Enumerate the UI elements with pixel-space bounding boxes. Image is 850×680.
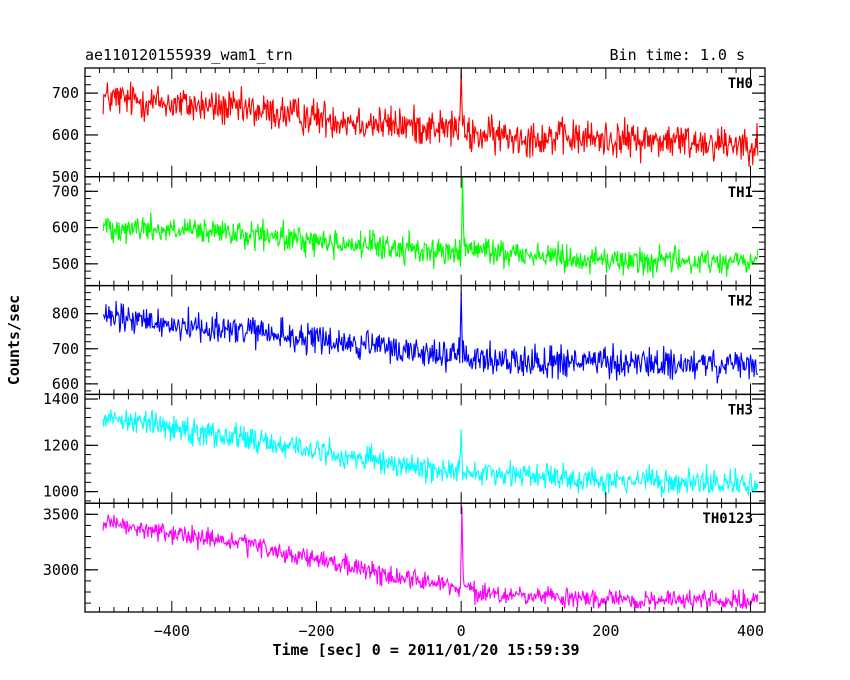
y-axis-label: Counts/sec: [5, 295, 23, 385]
panel-label-th3: TH3: [728, 402, 753, 418]
y-tick-label-th2-600: 600: [52, 375, 79, 393]
y-tick-label-th0123-3000: 3000: [43, 561, 79, 579]
x-tick-label-200: 200: [592, 622, 619, 640]
y-tick-label-th1-700: 700: [52, 182, 79, 200]
y-tick-label-th1-600: 600: [52, 219, 79, 237]
x-tick-label--400: −400: [154, 622, 190, 640]
series-th3: [102, 409, 759, 498]
panel-th0123: 3000 3500 TH0123: [43, 502, 766, 613]
series-th0: [102, 68, 759, 167]
panel-th0: 500 600 700 TH0: [52, 67, 766, 186]
y-tick-label-th3-1200: 1200: [43, 436, 79, 454]
panel-label-th0: TH0: [728, 76, 753, 92]
panel-frame-th0123: [84, 502, 766, 613]
y-tick-label-th3-1400: 1400: [43, 390, 79, 408]
chart-title: ae110120155939_wam1_trn: [85, 46, 293, 64]
panel-label-th1: TH1: [728, 185, 753, 201]
panel-frame-th2: [84, 284, 766, 396]
panel-th1: 500 600 700 TH1: [52, 176, 766, 287]
panel-frame-th0: [84, 67, 766, 178]
y-tick-label-th1-500: 500: [52, 255, 79, 273]
panel-th3: 1000 1200 1400 TH3: [43, 390, 766, 504]
x-tick-label--200: −200: [298, 622, 334, 640]
y-tick-label-th0-700: 700: [52, 84, 79, 102]
panel-frame-th3: [84, 393, 766, 504]
y-tick-label-th0-600: 600: [52, 126, 79, 144]
x-tick-label-0: 0: [457, 622, 466, 640]
chart-subtitle: Bin time: 1.0 s: [610, 46, 745, 64]
x-tick-label-400: 400: [737, 622, 764, 640]
y-tick-label-th3-1000: 1000: [43, 483, 79, 501]
x-axis-label: Time [sec] 0 = 2011/01/20 15:59:39: [272, 641, 579, 659]
panel-label-th0123: TH0123: [702, 511, 753, 527]
panel-label-th2: TH2: [728, 294, 753, 310]
y-tick-label-th2-700: 700: [52, 340, 79, 358]
series-th0123: [102, 506, 759, 610]
panels-group: 500 600 700 TH0 500 600 700 TH1 600 700 800 TH2 1000…: [43, 67, 766, 640]
series-th1: [102, 176, 759, 279]
y-tick-label-th0123-3500: 3500: [43, 505, 79, 523]
panel-th2: 600 700 800 TH2: [52, 284, 766, 396]
y-tick-label-th0-500: 500: [52, 168, 79, 186]
series-th2: [102, 292, 759, 384]
y-tick-label-th2-800: 800: [52, 305, 79, 323]
